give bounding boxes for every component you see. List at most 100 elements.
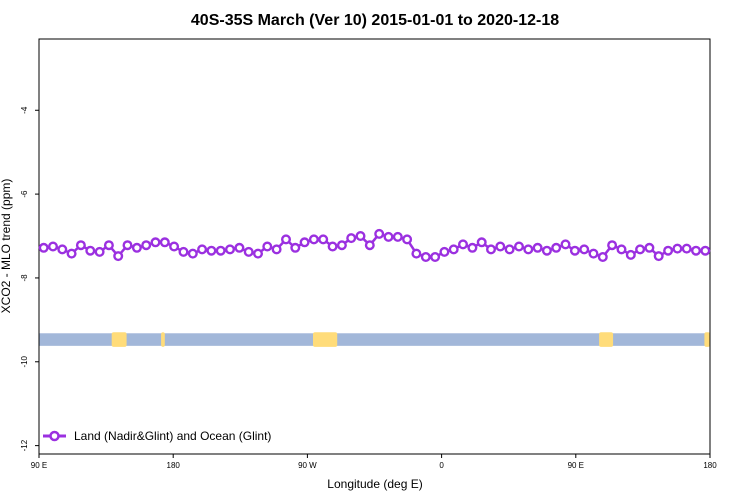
data-point — [495, 241, 506, 252]
legend: Land (Nadir&Glint) and Ocean (Glint) — [43, 429, 271, 443]
x-tick-label-4: 90 E — [568, 461, 584, 470]
data-point — [523, 244, 534, 255]
data-point — [355, 230, 366, 241]
legend-marker — [49, 430, 60, 442]
data-point — [150, 237, 161, 248]
data-point — [224, 244, 235, 255]
x-tick-label-2: 90 W — [298, 461, 317, 470]
data-point — [38, 242, 49, 253]
data-point — [234, 242, 245, 253]
data-point — [672, 243, 683, 254]
data-point — [644, 242, 655, 253]
data-point — [392, 231, 403, 242]
data-point — [635, 244, 646, 255]
data-point — [113, 251, 124, 262]
data-point — [439, 246, 450, 257]
land-patch-3 — [599, 332, 614, 347]
data-point — [66, 248, 77, 259]
y-axis-label: XCO2 - MLO trend (ppm) — [0, 179, 13, 314]
x-axis: 90 E 180 90 W 0 90 E 180 — [31, 454, 717, 470]
data-point — [85, 245, 96, 256]
data-point — [103, 240, 114, 251]
data-point — [402, 234, 413, 245]
data-point — [57, 244, 68, 255]
data-point — [579, 244, 590, 255]
data-point — [374, 228, 385, 239]
land-patch-1 — [161, 332, 165, 347]
data-point — [159, 237, 170, 248]
data-point — [243, 246, 254, 257]
data-point — [504, 244, 515, 255]
data-point — [141, 240, 152, 251]
data-point — [169, 241, 180, 252]
data-point — [476, 237, 487, 248]
data-point — [653, 251, 664, 262]
x-axis-label: Longitude (deg E) — [327, 477, 422, 491]
data-point — [262, 241, 273, 252]
data-point — [346, 233, 357, 244]
x-tick-label-5: 180 — [703, 461, 717, 470]
data-point — [616, 244, 627, 255]
x-tick-label-3: 0 — [439, 461, 444, 470]
data-point — [430, 251, 441, 262]
data-point — [215, 245, 226, 256]
data-point — [467, 242, 478, 253]
data-point — [663, 245, 674, 256]
y-tick-label-3: -10 — [20, 355, 29, 367]
data-point — [551, 242, 562, 253]
data-point — [75, 240, 86, 251]
data-point — [271, 244, 282, 255]
y-tick-label-4: -12 — [20, 439, 29, 451]
data-point — [187, 248, 198, 259]
data-point — [327, 241, 338, 252]
land-patch-2 — [312, 332, 338, 347]
land-patch-0 — [111, 332, 127, 347]
data-point — [178, 246, 189, 257]
data-point — [94, 246, 105, 257]
data-point — [281, 234, 292, 245]
x-tick-label-0: 90 E — [31, 461, 47, 470]
data-point — [560, 239, 571, 250]
data-point — [541, 245, 552, 256]
data-point — [206, 245, 217, 256]
data-point — [308, 234, 319, 245]
data-point — [420, 251, 431, 262]
data-point — [625, 249, 636, 260]
ocean-band — [39, 333, 710, 346]
data-point — [131, 242, 142, 253]
data-point — [318, 234, 329, 245]
data-point — [336, 240, 347, 251]
data-point — [48, 241, 59, 252]
x-tick-label-1: 180 — [167, 461, 181, 470]
data-point — [700, 245, 711, 256]
legend-label: Land (Nadir&Glint) and Ocean (Glint) — [74, 429, 271, 443]
data-point — [569, 245, 580, 256]
landmask-strip — [39, 332, 710, 347]
chart-title: 40S-35S March (Ver 10) 2015-01-01 to 202… — [191, 12, 559, 29]
land-patch-4 — [704, 332, 710, 347]
data-point — [532, 242, 543, 253]
data-point — [486, 244, 497, 255]
y-tick-label-0: -4 — [20, 106, 29, 114]
data-point — [290, 242, 301, 253]
data-point — [122, 240, 133, 251]
data-point — [458, 239, 469, 250]
data-point — [514, 241, 525, 252]
y-tick-label-1: -6 — [20, 190, 29, 198]
data-point — [252, 248, 263, 259]
data-point — [197, 244, 208, 255]
data-point — [299, 237, 310, 248]
data-point — [681, 243, 692, 254]
data-point — [597, 251, 608, 262]
series-group — [38, 228, 711, 262]
data-point — [448, 244, 459, 255]
data-point — [383, 231, 394, 242]
data-point — [364, 240, 375, 251]
data-point — [691, 245, 702, 256]
data-point — [588, 248, 599, 259]
data-point — [411, 248, 422, 259]
data-point — [607, 240, 618, 251]
y-axis: -4 -6 -8 -10 -12 — [20, 106, 39, 451]
y-tick-label-2: -8 — [20, 274, 29, 282]
